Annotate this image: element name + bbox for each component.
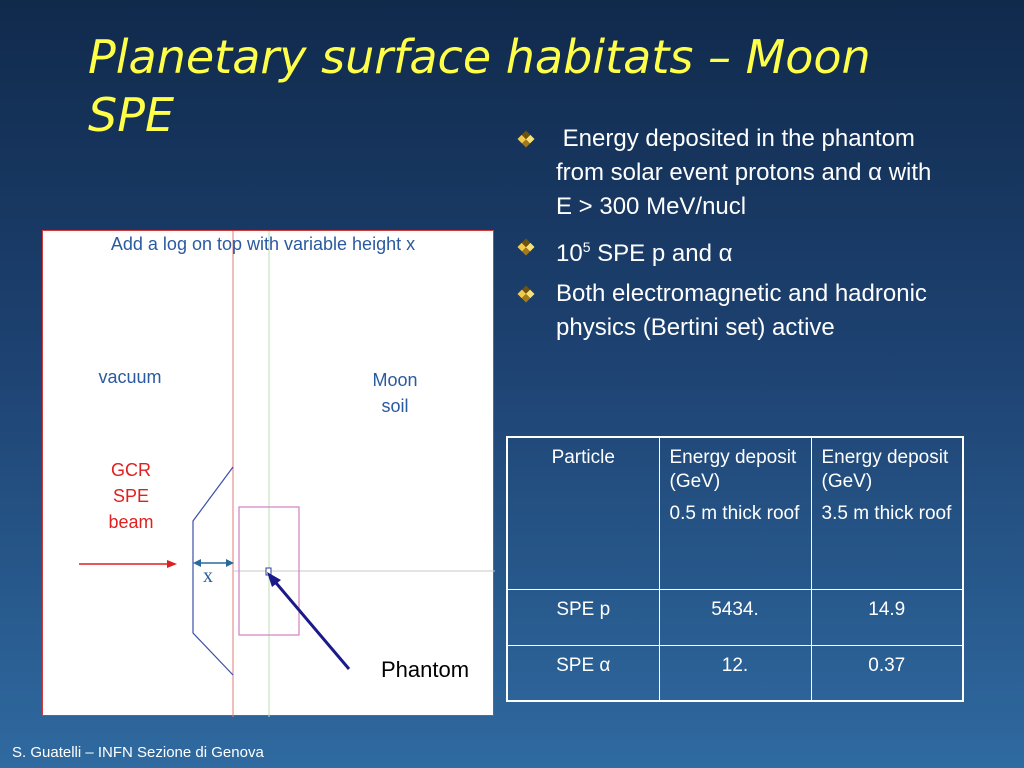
beam-arrow-head — [167, 560, 177, 568]
phantom-pointer-head — [267, 572, 281, 587]
cell-thick-value: 0.37 — [810, 644, 964, 702]
bullet-text: Energy deposited in the phantom from sol… — [556, 125, 939, 220]
x-dimension-label: x — [203, 565, 213, 587]
x-arrow-head-right — [226, 559, 234, 567]
bullet-item: Both electromagnetic and hadronic physic… — [517, 277, 938, 345]
geometry-drawing — [79, 231, 495, 717]
bullet-item: 105 SPE p and α — [517, 230, 938, 271]
cell-particle: SPE α — [506, 644, 660, 702]
cell-thick-value: 14.9 — [810, 588, 964, 646]
phantom-pointer-arrow — [269, 576, 351, 670]
header-thick-roof: Energy deposit (GeV) 3.5 m thick roof — [810, 436, 964, 590]
table-header-row: Particle Energy deposit (GeV) 0.5 m thic… — [506, 436, 964, 590]
phantom-label: Phantom — [380, 657, 470, 682]
habitat-volume — [238, 506, 300, 636]
cell-thin-value: 5434. — [658, 588, 812, 646]
bullet-diamond-icon — [517, 130, 535, 148]
bullet-item: Energy deposited in the phantom from sol… — [517, 122, 939, 224]
slide-title: Planetary surface habitats – Moon SPE — [88, 30, 871, 142]
table-row: SPE α 12. 0.37 — [506, 644, 964, 702]
x-arrow-head-left — [193, 559, 201, 567]
cell-particle: SPE p — [506, 588, 660, 646]
beam-label: GCR SPE beam — [108, 460, 154, 532]
cell-thin-value: 12. — [658, 644, 812, 702]
vacuum-label: vacuum — [98, 367, 162, 387]
bullet-text: Both electromagnetic and hadronic physic… — [556, 280, 927, 341]
diagram-caption: Add a log on top with variable height x — [110, 234, 416, 254]
geometry-diagram: Add a log on top with variable height x … — [42, 230, 495, 717]
moon-soil-label: Moon soil — [372, 370, 418, 416]
bullet-diamond-icon — [517, 285, 535, 303]
slide-footer: S. Guatelli – INFN Sezione di Genova — [12, 744, 264, 761]
bullet-text: 105 SPE p and α — [556, 239, 733, 267]
bullet-diamond-icon — [517, 238, 535, 256]
table-row: SPE p 5434. 14.9 — [506, 588, 964, 646]
bullet-list: Energy deposited in the phantom from sol… — [517, 122, 939, 351]
energy-deposit-table: Particle Energy deposit (GeV) 0.5 m thic… — [506, 436, 964, 702]
header-particle: Particle — [506, 436, 660, 590]
header-thin-roof: Energy deposit (GeV) 0.5 m thick roof — [658, 436, 812, 590]
log-shield-outline — [192, 466, 234, 676]
